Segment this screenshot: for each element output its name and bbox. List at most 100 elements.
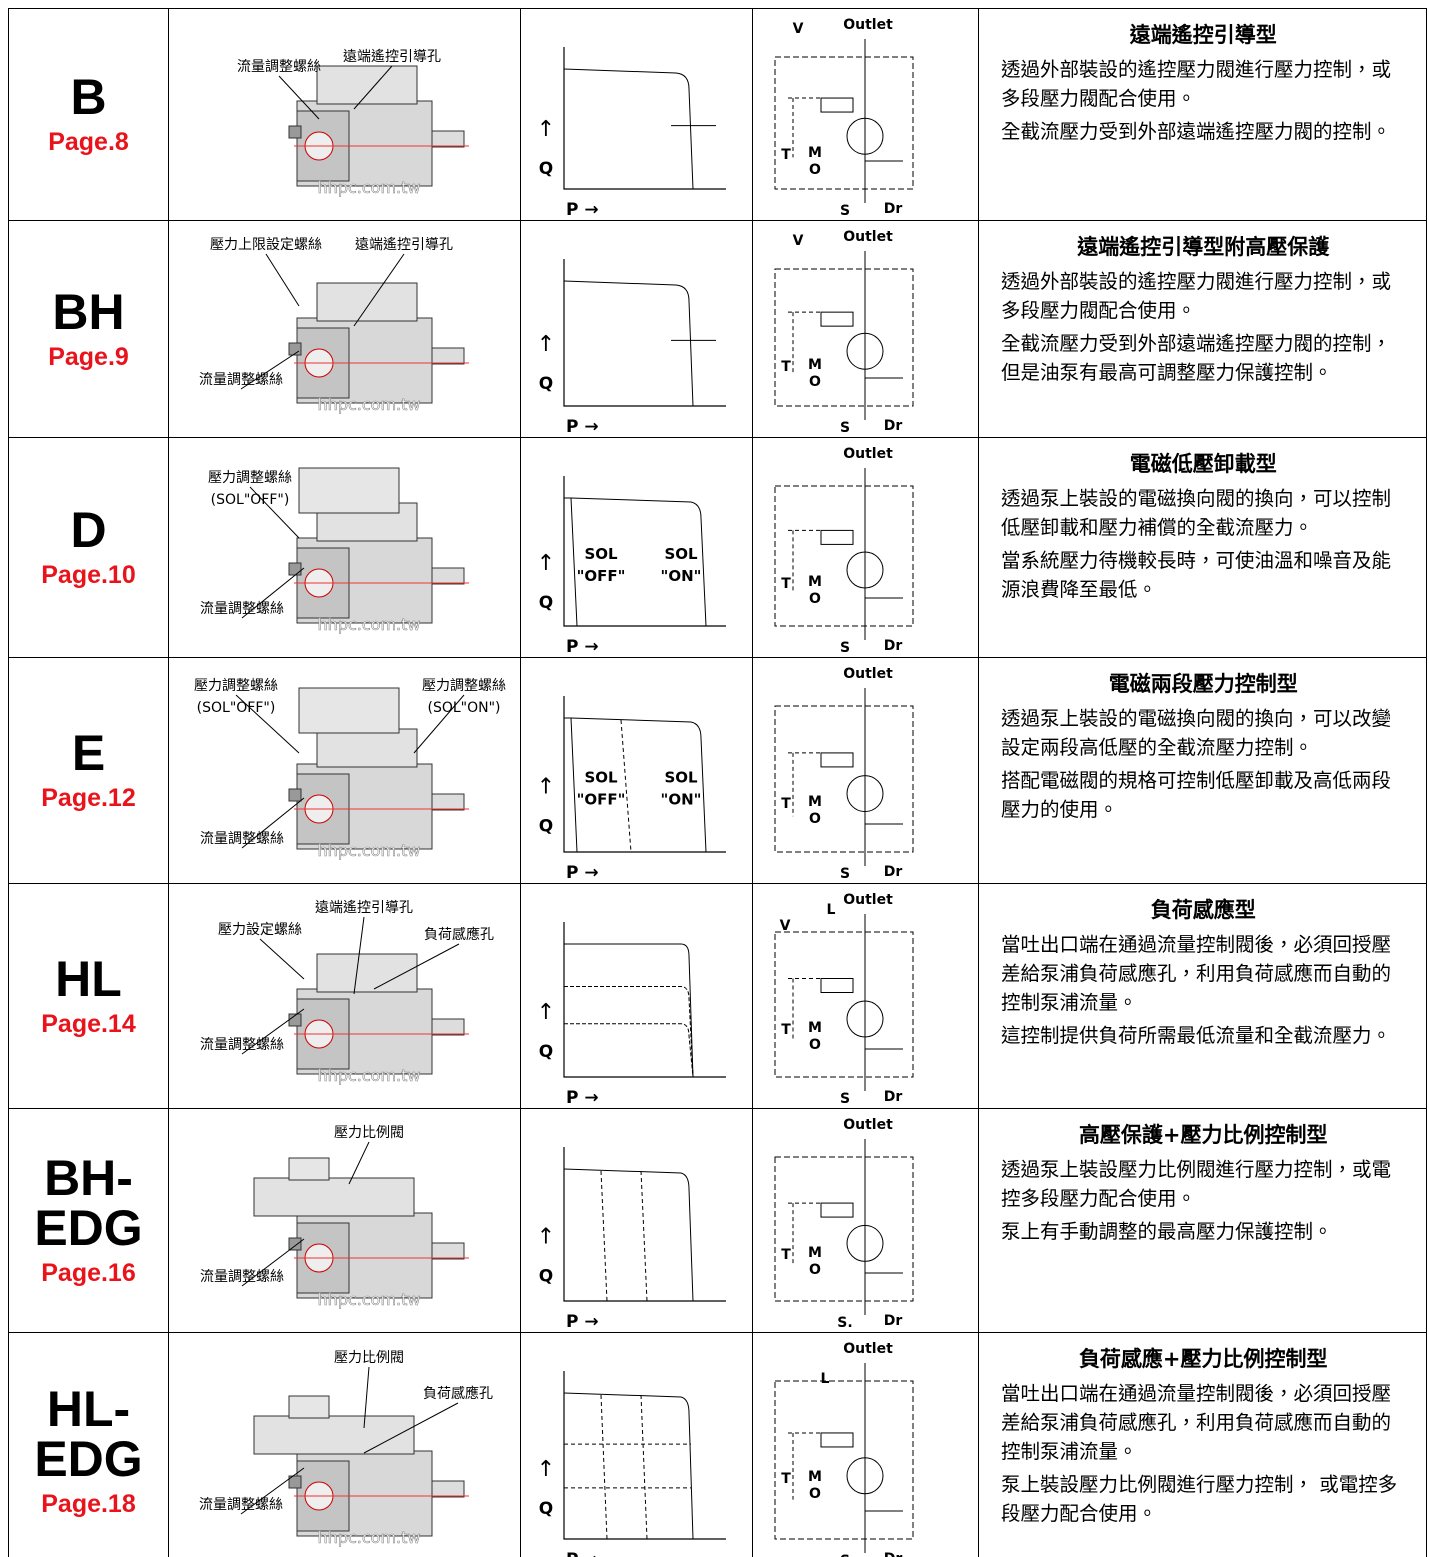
table-cell: HL-EDG Page.18 <box>8 1332 168 1557</box>
pump-symbol <box>846 551 884 589</box>
callout-label: 遠端遙控引導孔 <box>315 900 413 916</box>
callout-label: 流量調整螺絲 <box>199 1497 283 1513</box>
leader-line <box>240 1467 305 1515</box>
pump-symbol <box>846 117 884 155</box>
callout-label: 流量調整螺絲 <box>200 601 284 617</box>
page-ref: Page.14 <box>41 1009 136 1038</box>
table-cell: V Outlet T M O S Dr <box>752 220 978 437</box>
port-label: T <box>781 796 791 812</box>
port-label: T <box>781 359 791 375</box>
port-label: M <box>808 794 822 810</box>
pump-symbol <box>846 332 884 370</box>
pq-curve <box>600 1394 608 1540</box>
curve-label: "ON" <box>661 790 702 808</box>
circuit-frame <box>774 931 914 1078</box>
callout-label: 遠端遙控引導孔 <box>343 49 441 65</box>
coil <box>288 1157 330 1181</box>
pump-body <box>288 282 469 404</box>
circuit-lines <box>774 688 914 866</box>
circuit-frame <box>774 1156 914 1302</box>
curve-label: SOL <box>584 768 618 786</box>
page-ref: Page.12 <box>41 784 136 812</box>
leader-line <box>241 567 305 619</box>
description: 泵上裝設壓力比例閥進行壓力控制， 或電控多段壓力配合使用。 <box>1001 1473 1398 1525</box>
leader-line <box>240 350 300 390</box>
table-cell: ↑ Q P → <box>520 1108 752 1332</box>
table-cell: 電磁低壓卸載型 透過泵上裝設的電磁換向閥的換向，可以控制低壓卸載和壓力補償的全截流… <box>978 437 1427 657</box>
curve-label: "OFF" <box>577 567 626 585</box>
page-ref: Page.18 <box>41 1490 136 1518</box>
port-label: O <box>809 811 821 827</box>
hydraulic-circuit: Outlet T MO S. Dr <box>774 1117 914 1331</box>
circuit-frame <box>774 268 914 407</box>
main-line <box>864 251 903 420</box>
pilot-line <box>788 97 821 158</box>
x-axis-label: P → <box>566 1088 599 1108</box>
y-axis-label: Q <box>539 1499 553 1519</box>
y-arrow: ↑ <box>537 551 555 576</box>
x-axis-label: P → <box>566 1312 599 1332</box>
table-cell: HL Page.14 <box>8 883 168 1108</box>
table-cell: ↑ Q P → <box>520 883 752 1108</box>
pump-symbol <box>846 775 884 813</box>
y-axis-label: Q <box>539 593 553 613</box>
callout-label: 遠端遙控引導孔 <box>355 237 453 253</box>
port-label: M <box>808 357 822 373</box>
callout-label: 壓力上限設定螺絲 <box>210 237 322 253</box>
watermark: hhpc.com.tw <box>318 178 421 197</box>
port-label: V <box>793 21 804 37</box>
leader-line <box>241 1238 305 1287</box>
port-label: Dr <box>884 1551 903 1557</box>
compensator <box>316 65 418 105</box>
description: 當吐出口端在通過流量控制閥後，必須回授壓差給泵浦負荷感應孔，利用負荷感應而自動的… <box>1001 933 1392 1014</box>
model-code: HL <box>55 950 122 1007</box>
pq-curve <box>563 68 694 190</box>
compensator <box>253 1177 415 1217</box>
port-label: S. <box>837 1315 852 1331</box>
solenoid-valve <box>298 467 400 514</box>
table-cell: 電磁兩段壓力控制型 透過泵上裝設的電磁換向閥的換向，可以改變設定兩段高低壓的全截流… <box>978 657 1427 883</box>
model-code: B <box>70 69 107 125</box>
valve-symbol <box>820 1202 854 1218</box>
valve-symbol <box>820 752 854 768</box>
shaft <box>431 130 465 148</box>
y-axis-label: Q <box>539 1266 553 1286</box>
valve-symbol <box>820 311 854 327</box>
table-cell: Outlet L T MO S Dr <box>752 1332 978 1557</box>
port-label: S <box>840 203 850 219</box>
shaft <box>431 1242 465 1260</box>
coil <box>288 1395 330 1419</box>
callout-label: (SOL"ON") <box>427 700 500 716</box>
port-label: S <box>840 640 850 656</box>
port-label: Dr <box>884 418 903 434</box>
pq-curve <box>564 943 694 1078</box>
pump-symbol <box>846 1224 884 1262</box>
description: 泵上有手動調整的最高壓力保護控制。 <box>1001 1220 1333 1243</box>
leader-line <box>249 486 300 539</box>
leader-line <box>348 1141 370 1185</box>
callout-label: 負荷感應孔 <box>423 1385 493 1402</box>
leader-line <box>241 797 305 849</box>
port-label: M <box>808 1020 822 1036</box>
leader-line <box>413 694 465 754</box>
leader-line <box>363 1402 459 1454</box>
y-arrow: ↑ <box>537 1457 555 1482</box>
port-label: M <box>808 574 822 590</box>
graph-axes <box>563 922 726 1078</box>
hydraulic-circuit: Outlet T MO S Dr <box>774 666 914 882</box>
watermark: hhpc.com.tw <box>318 1528 421 1547</box>
callout-label: 壓力調整螺絲 <box>422 678 506 694</box>
description: 透過泵上裝設壓力比例閥進行壓力控制，或電控多段壓力配合使用。 <box>1001 1158 1392 1210</box>
pump-illustration: 壓力調整螺絲 (SOL"OFF") 流量調整螺絲 hhpc.com.tw <box>200 467 469 634</box>
x-axis-label: P → <box>566 417 599 437</box>
x-axis-label: P → <box>566 637 599 657</box>
port-label: L <box>821 1371 830 1387</box>
y-arrow: ↑ <box>537 1000 555 1025</box>
model-code: HL-EDG <box>34 1381 143 1487</box>
port-label: O <box>809 1037 821 1053</box>
table-cell: 負荷感應型 當吐出口端在通過流量控制閥後，必須回授壓差給泵浦負荷感應孔，利用負荷感… <box>978 883 1427 1108</box>
shaft <box>431 1018 465 1036</box>
table-cell: Outlet T M O S Dr <box>752 657 978 883</box>
